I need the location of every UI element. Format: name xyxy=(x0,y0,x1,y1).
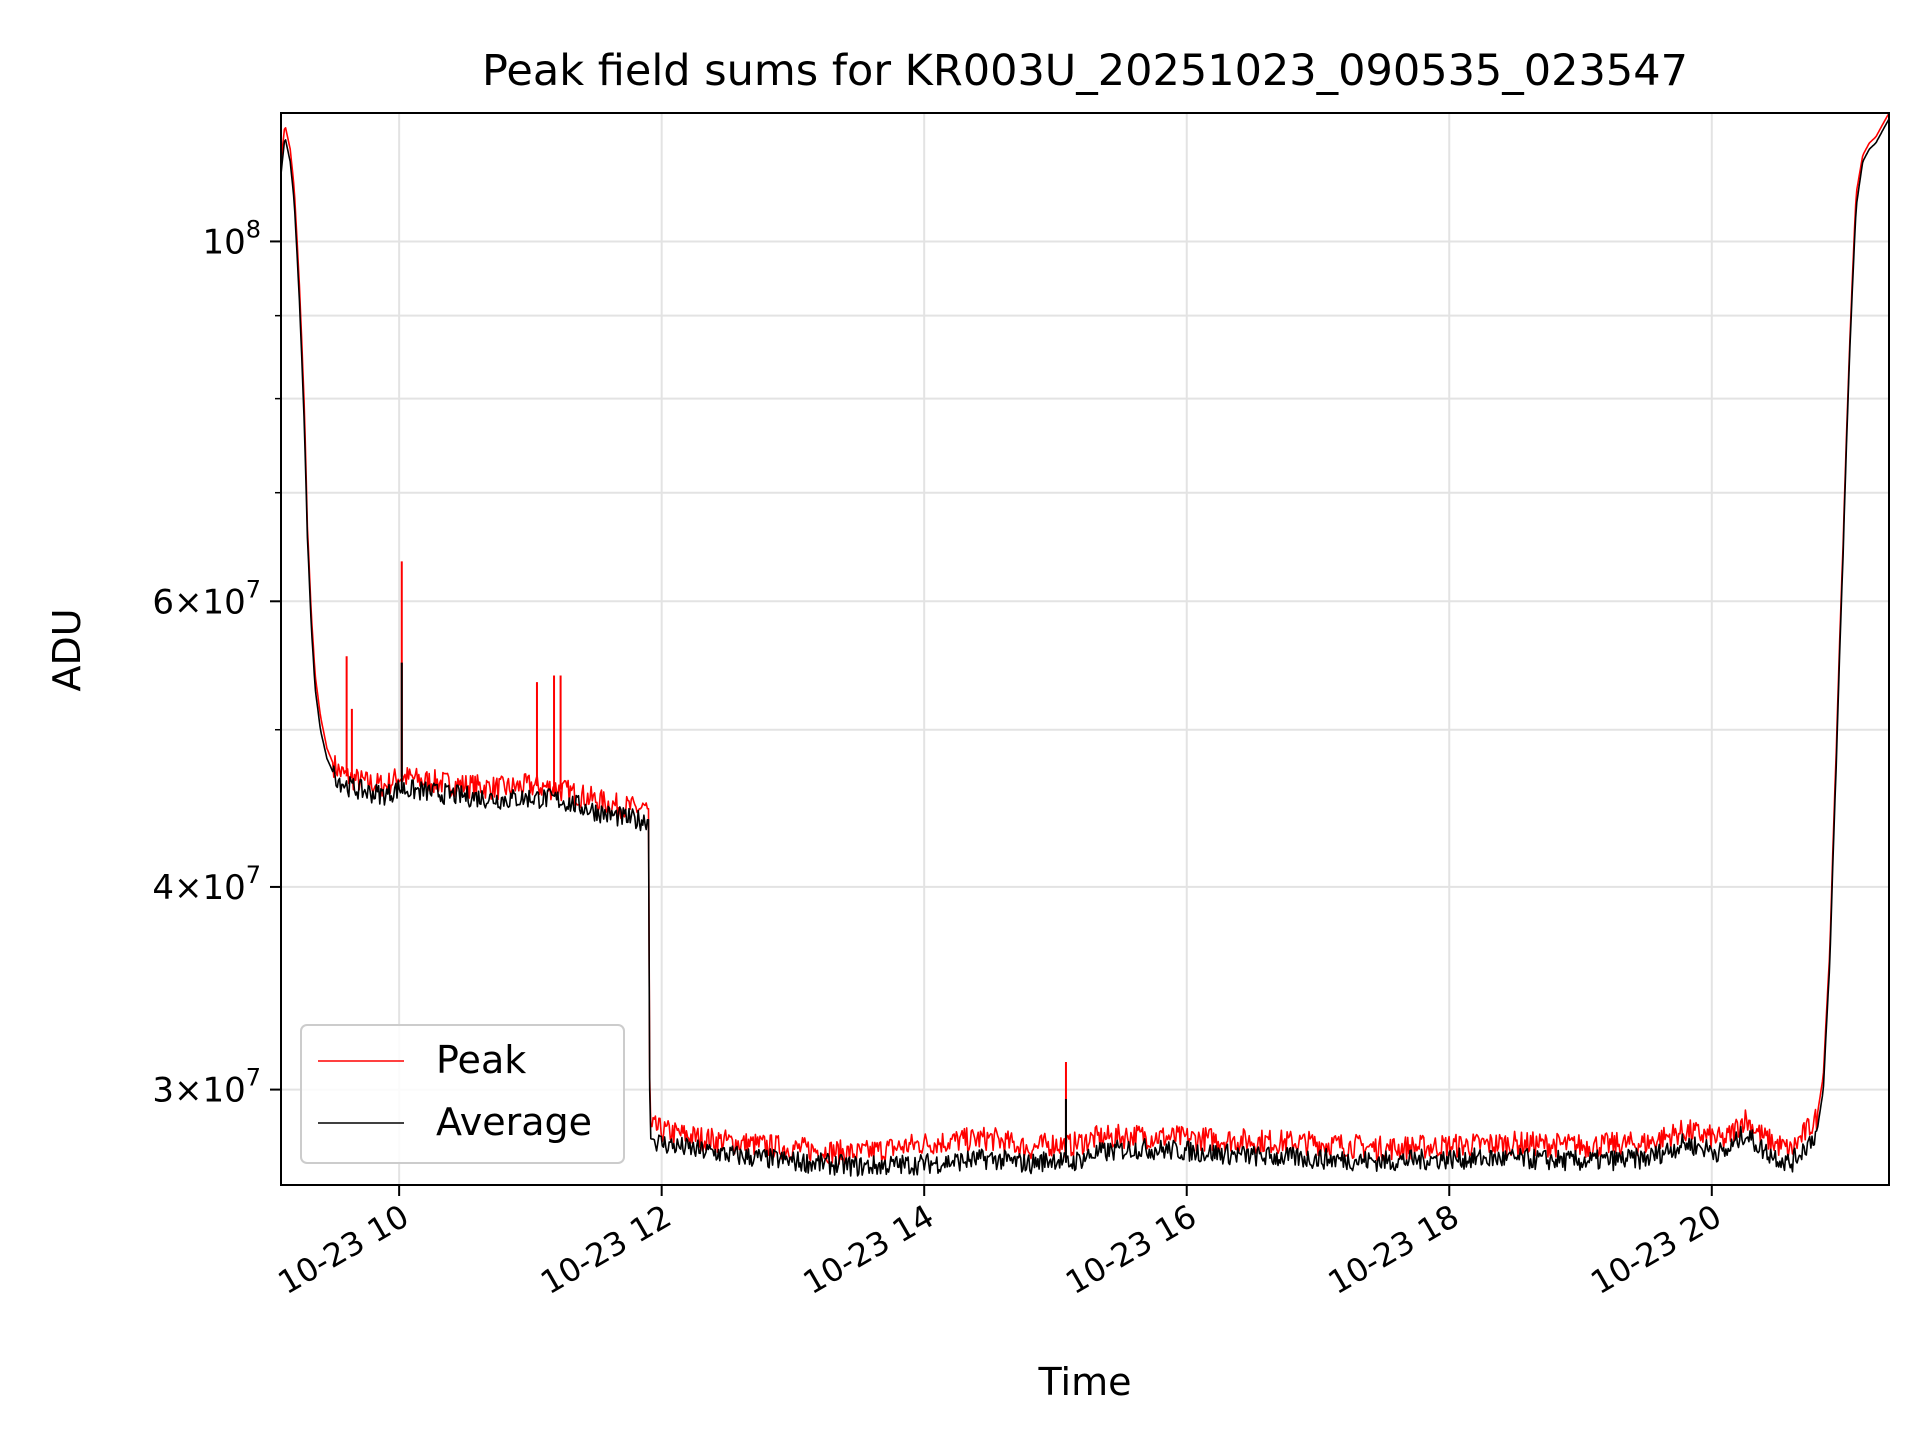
series-line-peak xyxy=(280,112,1890,1165)
legend-box xyxy=(300,1024,625,1164)
chart-title: Peak field sums for KR003U_20251023_0905… xyxy=(482,46,1688,96)
x-axis-label: Time xyxy=(1038,1360,1132,1404)
legend-peak-label: Peak xyxy=(436,1038,526,1082)
y-axis-label: ADU xyxy=(45,608,89,691)
legend: Peak Average xyxy=(300,1024,625,1164)
plot-frame xyxy=(280,112,1890,1186)
y-tick-label: 3×107 xyxy=(152,1064,261,1111)
y-tick-label: 6×107 xyxy=(152,575,261,622)
y-tick-label: 4×107 xyxy=(152,861,261,908)
y-tick-label: 108 xyxy=(202,215,261,262)
series-layer xyxy=(280,112,1890,1177)
legend-average-label: Average xyxy=(436,1100,592,1144)
series-line-average xyxy=(280,118,1890,1177)
